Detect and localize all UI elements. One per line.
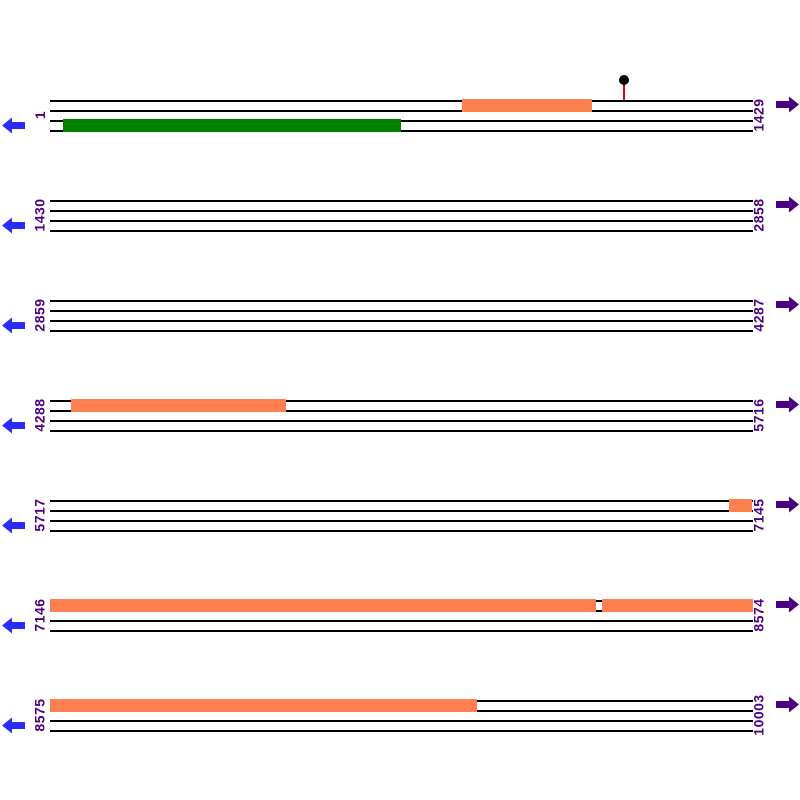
strand-line-2 <box>50 410 753 412</box>
strand-line-1 <box>50 300 753 302</box>
segment-end-coordinate: 1429 <box>729 83 789 147</box>
strand-line-2 <box>50 310 753 312</box>
segment-start-coordinate-text: 7146 <box>32 598 48 632</box>
strand-line-4 <box>50 430 753 432</box>
orf-feature-bar-upper-1[interactable] <box>50 599 596 612</box>
strand-line-3 <box>50 420 753 422</box>
sequence-row-4: 4288 5716 <box>0 396 800 440</box>
prev-segment-arrow-icon[interactable] <box>2 117 25 134</box>
strand-line-4 <box>50 630 753 632</box>
segment-end-coordinate: 10003 <box>729 683 789 747</box>
site-marker-stem <box>623 84 625 100</box>
segment-start-coordinate: 1430 <box>10 183 70 247</box>
next-segment-arrow-icon[interactable] <box>776 696 799 713</box>
next-segment-arrow-icon[interactable] <box>776 396 799 413</box>
strand-line-1 <box>50 200 753 202</box>
sequence-row-2: 1430 2858 <box>0 196 800 240</box>
segment-end-coordinate-text: 4287 <box>751 298 767 332</box>
next-segment-arrow-icon[interactable] <box>776 196 799 213</box>
sequence-row-5: 5717 7145 <box>0 496 800 540</box>
prev-segment-arrow-icon[interactable] <box>2 317 25 334</box>
strand-line-3 <box>50 120 753 122</box>
strand-line-3 <box>50 220 753 222</box>
strand-line-2 <box>50 110 753 112</box>
next-segment-arrow-icon[interactable] <box>776 496 799 513</box>
strand-line-4 <box>50 130 753 132</box>
strand-line-4 <box>50 230 753 232</box>
strand-line-3 <box>50 520 753 522</box>
sequence-row-7: 8575 10003 <box>0 694 800 740</box>
segment-start-coordinate-text: 8575 <box>32 698 48 732</box>
segment-end-coordinate-text: 2858 <box>751 198 767 232</box>
next-segment-arrow-icon[interactable] <box>776 96 799 113</box>
strand-line-2 <box>50 210 753 212</box>
sequence-row-3: 2859 4287 <box>0 296 800 340</box>
segment-start-coordinate-text: 2859 <box>32 298 48 332</box>
segment-start-coordinate-text: 5717 <box>32 498 48 532</box>
segment-start-coordinate: 8575 <box>10 683 70 747</box>
segment-end-coordinate: 2858 <box>729 183 789 247</box>
prev-segment-arrow-icon[interactable] <box>2 617 25 634</box>
segment-start-coordinate: 4288 <box>10 383 70 447</box>
segment-start-coordinate: 5717 <box>10 483 70 547</box>
strand-line-1 <box>50 100 753 102</box>
strand-line-4 <box>50 730 753 732</box>
segment-end-coordinate-text: 7145 <box>751 498 767 532</box>
strand-line-1 <box>50 500 753 502</box>
strand-line-4 <box>50 530 753 532</box>
prev-segment-arrow-icon[interactable] <box>2 417 25 434</box>
strand-line-3 <box>50 320 753 322</box>
segment-end-coordinate-text: 8574 <box>751 598 767 632</box>
strand-line-3 <box>50 720 753 722</box>
prev-segment-arrow-icon[interactable] <box>2 517 25 534</box>
strand-line-1 <box>50 400 753 402</box>
orf-feature-bar-upper-1[interactable] <box>729 499 752 512</box>
orf-feature-bar-upper-1[interactable] <box>462 99 592 112</box>
next-segment-arrow-icon[interactable] <box>776 596 799 613</box>
segment-start-coordinate: 7146 <box>10 583 70 647</box>
strand-line-4 <box>50 330 753 332</box>
sequence-row-1: 1 1429 <box>0 75 800 140</box>
segment-end-coordinate-text: 1429 <box>751 98 767 132</box>
segment-start-coordinate-text: 4288 <box>32 398 48 432</box>
prev-segment-arrow-icon[interactable] <box>2 717 25 734</box>
segment-end-coordinate: 4287 <box>729 283 789 347</box>
segment-start-coordinate-text: 1 <box>31 110 48 120</box>
strand-line-2 <box>50 510 753 512</box>
next-segment-arrow-icon[interactable] <box>776 296 799 313</box>
segment-end-coordinate: 8574 <box>729 583 789 647</box>
strand-line-3 <box>50 620 753 622</box>
orf-feature-bar-upper-2[interactable] <box>602 599 753 612</box>
prev-segment-arrow-icon[interactable] <box>2 217 25 234</box>
segment-end-coordinate-text: 10003 <box>751 694 767 736</box>
segment-start-coordinate: 1 <box>10 83 70 147</box>
orf-feature-bar-upper-1[interactable] <box>71 399 286 412</box>
segment-start-coordinate: 2859 <box>10 283 70 347</box>
site-marker-dot[interactable] <box>619 75 629 85</box>
segment-end-coordinate: 5716 <box>729 383 789 447</box>
segment-start-coordinate-text: 1430 <box>32 198 48 232</box>
segment-end-coordinate-text: 5716 <box>751 398 767 432</box>
sequence-row-6: 7146 8574 <box>0 596 800 640</box>
orf-feature-bar-upper-1[interactable] <box>50 699 477 712</box>
segment-end-coordinate: 7145 <box>729 483 789 547</box>
orf-feature-bar-lower-2[interactable] <box>63 119 401 132</box>
